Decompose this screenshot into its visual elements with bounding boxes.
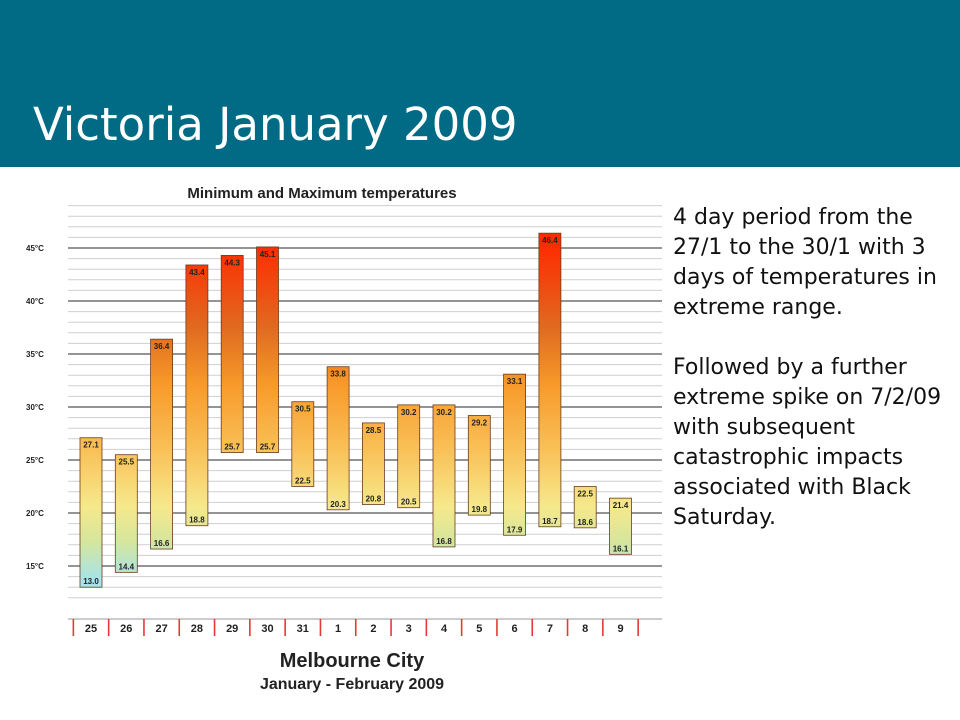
min-value-label: 13.0 bbox=[83, 577, 99, 586]
max-value-label: 30.2 bbox=[401, 408, 417, 417]
temperature-bar bbox=[361, 422, 385, 505]
max-value-label: 29.2 bbox=[472, 418, 488, 427]
chart-footer-title: Melbourne City bbox=[280, 650, 425, 672]
slide-title: Victoria January 2009 bbox=[33, 98, 518, 151]
max-value-label: 43.4 bbox=[189, 268, 205, 277]
temperature-bar bbox=[220, 255, 244, 453]
max-value-label: 44.3 bbox=[224, 258, 240, 267]
temperature-bar bbox=[291, 401, 315, 487]
x-tick-label: 4 bbox=[441, 623, 448, 635]
min-value-label: 16.6 bbox=[154, 539, 170, 548]
x-tick-label: 3 bbox=[406, 623, 412, 635]
y-tick-label: 15°C bbox=[26, 562, 44, 571]
min-value-label: 25.7 bbox=[224, 443, 240, 452]
x-tick-label: 2 bbox=[370, 623, 376, 635]
max-value-label: 22.5 bbox=[577, 490, 593, 499]
temperature-bar bbox=[573, 486, 597, 529]
y-tick-label: 20°C bbox=[26, 509, 44, 518]
temperature-bar bbox=[538, 232, 562, 528]
max-value-label: 46.4 bbox=[542, 236, 558, 245]
max-value-label: 30.2 bbox=[436, 408, 452, 417]
temperature-bar bbox=[150, 338, 174, 550]
x-tick-label: 8 bbox=[582, 623, 588, 635]
max-value-label: 33.1 bbox=[507, 377, 523, 386]
x-tick-label: 27 bbox=[155, 623, 167, 635]
temperature-chart: Minimum and Maximum temperatures 45°C 40°… bbox=[26, 185, 662, 693]
x-tick-label: 5 bbox=[476, 623, 482, 635]
x-tick-label: 1 bbox=[335, 623, 341, 635]
temperature-bar bbox=[609, 497, 632, 555]
temperature-bar bbox=[114, 454, 138, 573]
temperature-bar bbox=[503, 373, 527, 536]
temperature-bar bbox=[79, 437, 103, 588]
min-value-label: 20.8 bbox=[366, 495, 382, 504]
y-tick-label: 35°C bbox=[26, 350, 44, 359]
chart-footer-subtitle: January - February 2009 bbox=[260, 676, 444, 693]
y-tick-label: 25°C bbox=[26, 456, 44, 465]
min-value-label: 18.8 bbox=[189, 516, 205, 525]
min-value-label: 16.1 bbox=[613, 544, 629, 553]
temperature-bar bbox=[185, 264, 209, 527]
max-value-label: 21.4 bbox=[613, 501, 629, 510]
y-tick-label: 40°C bbox=[26, 297, 44, 306]
max-value-label: 27.1 bbox=[83, 441, 99, 450]
max-value-label: 33.8 bbox=[330, 370, 346, 379]
temperature-bar bbox=[326, 366, 350, 511]
y-tick-label: 30°C bbox=[26, 403, 44, 412]
min-value-label: 18.6 bbox=[577, 518, 593, 527]
max-value-label: 30.5 bbox=[295, 405, 311, 414]
x-tick-label: 9 bbox=[617, 623, 623, 635]
side-text: 4 day period from the 27/1 to the 30/1 w… bbox=[673, 203, 960, 533]
title-banner: Victoria January 2009 bbox=[0, 0, 960, 167]
x-tick-label: 26 bbox=[120, 623, 132, 635]
min-value-label: 25.7 bbox=[260, 443, 276, 452]
min-value-label: 17.9 bbox=[507, 525, 523, 534]
x-tick-label: 31 bbox=[297, 623, 309, 635]
min-value-label: 20.3 bbox=[330, 500, 346, 509]
x-tick-label: 7 bbox=[547, 623, 553, 635]
temperature-bar bbox=[256, 246, 279, 453]
temperature-bar bbox=[467, 415, 491, 516]
chart-panel: Minimum and Maximum temperatures 45°C 40°… bbox=[22, 167, 670, 720]
min-value-label: 14.4 bbox=[119, 562, 135, 571]
x-tick-label: 30 bbox=[261, 623, 273, 635]
y-tick-label: 45°C bbox=[26, 244, 44, 253]
x-tick-label: 29 bbox=[226, 623, 238, 635]
min-value-label: 22.5 bbox=[295, 477, 311, 486]
temperature-bar bbox=[397, 404, 421, 509]
temperature-bar bbox=[432, 404, 456, 548]
max-value-label: 45.1 bbox=[260, 250, 276, 259]
max-value-label: 25.5 bbox=[119, 458, 135, 467]
chart-title: Minimum and Maximum temperatures bbox=[187, 185, 456, 202]
max-value-label: 36.4 bbox=[154, 342, 170, 351]
x-tick-label: 25 bbox=[85, 623, 97, 635]
side-paragraph-2: Followed by a further extreme spike on 7… bbox=[673, 355, 942, 530]
min-value-label: 20.5 bbox=[401, 498, 417, 507]
min-value-label: 19.8 bbox=[472, 505, 488, 514]
min-value-label: 16.8 bbox=[436, 537, 452, 546]
min-value-label: 18.7 bbox=[542, 517, 558, 526]
x-tick-label: 6 bbox=[512, 623, 518, 635]
x-tick-label: 28 bbox=[191, 623, 203, 635]
max-value-label: 28.5 bbox=[366, 426, 382, 435]
side-paragraph-1: 4 day period from the 27/1 to the 30/1 w… bbox=[673, 205, 937, 320]
